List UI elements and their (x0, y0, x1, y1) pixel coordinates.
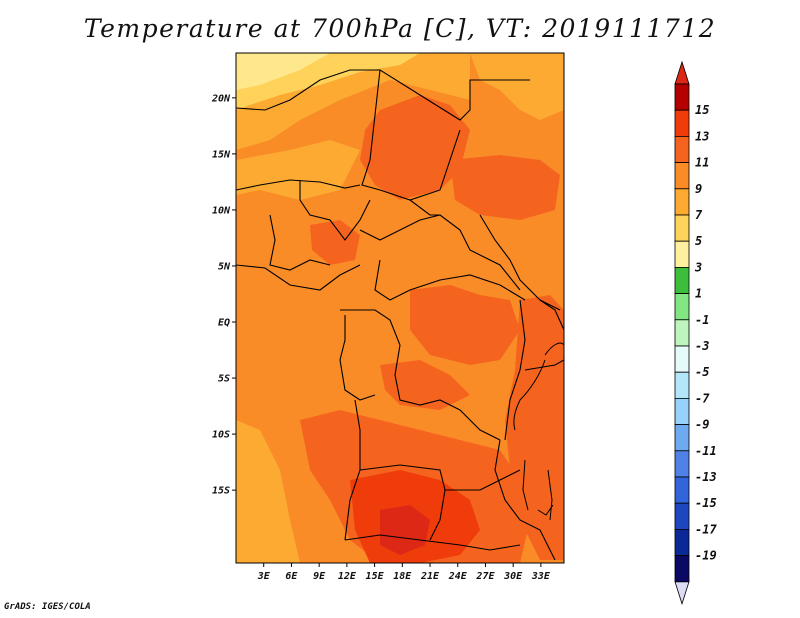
credit-text: GrADS: IGES/COLA (4, 602, 91, 612)
colorbar-label: 9 (695, 182, 702, 196)
colorbar-swatch (674, 502, 690, 530)
lakes (513, 342, 564, 521)
colorbar-swatch (674, 319, 690, 347)
x-axis: 3E 6E 9E 12E 15E 18E 21E 24E 27E 30E 33E (257, 563, 551, 582)
colorbar-label: 7 (695, 208, 703, 222)
colorbar-swatch (674, 424, 690, 452)
y-tick-label: EQ (218, 318, 230, 329)
colorbar-bottom-triangle (674, 581, 690, 606)
colorbar-swatch (674, 266, 690, 294)
temperature-field (236, 53, 564, 563)
chart-title: Temperature at 700hPa [C], VT: 201911171… (83, 14, 717, 43)
y-tick-label: 15S (212, 486, 230, 497)
colorbar-label: -1 (695, 313, 709, 327)
colorbar-swatch (674, 162, 690, 190)
y-tick-label: 20N (211, 93, 231, 104)
colorbar-swatch (674, 345, 690, 373)
colorbar-swatch (674, 476, 690, 504)
colorbar-label: -3 (695, 339, 709, 353)
y-tick-label: 10S (212, 430, 230, 441)
colorbar-label: -13 (695, 470, 717, 484)
colorbar-label: 1 (695, 287, 702, 301)
colorbar-swatch (674, 555, 690, 583)
colorbar-swatch (674, 240, 690, 268)
x-tick-label: 3E (257, 571, 271, 582)
y-tick-label: 5S (218, 374, 230, 385)
x-tick-label: 27E (475, 571, 495, 582)
colorbar-label: 3 (694, 260, 702, 274)
colorbar-label: -9 (695, 418, 709, 432)
colorbar-label: -15 (695, 496, 717, 510)
y-tick-label: 10N (212, 205, 231, 216)
colorbar-swatch (674, 293, 690, 321)
colorbar-label: -19 (695, 549, 717, 563)
x-tick-label: 18E (393, 571, 412, 582)
map-frame (235, 52, 565, 564)
colorbar-swatch (674, 135, 690, 163)
colorbar-label: 15 (695, 103, 709, 117)
x-tick-label: 24E (448, 571, 468, 582)
colorbar-label: 13 (695, 129, 709, 143)
y-tick-label: 15N (212, 149, 231, 160)
colorbar-label: -11 (695, 444, 717, 458)
x-tick-label: 30E (503, 571, 523, 582)
colorbar-swatch (674, 83, 690, 111)
colorbar-label: -5 (695, 365, 709, 379)
colorbar-swatch (674, 188, 690, 216)
colorbar-label: 5 (695, 234, 702, 248)
colorbar-swatch (674, 371, 690, 399)
colorbar: 15 13 11 9 7 5 3 1 -1 -3 -5 -7 -9 -11 -13 -15 -17 -19 (674, 60, 717, 606)
colorbar-swatch (674, 397, 690, 425)
x-tick-label: 33E (531, 571, 551, 582)
colorbar-top-triangle (674, 60, 690, 85)
colorbar-swatch (674, 214, 690, 242)
colorbar-label: -7 (695, 391, 710, 405)
x-tick-label: 21E (420, 571, 440, 582)
x-tick-label: 9E (313, 571, 326, 582)
colorbar-label: 11 (695, 156, 709, 170)
colorbar-swatch (674, 109, 690, 137)
country-borders (236, 69, 564, 561)
colorbar-swatch (674, 529, 690, 557)
colorbar-label: -17 (695, 522, 717, 536)
y-axis: 20N 15N 10N 5N EQ 5S 10S 15S (211, 93, 236, 497)
x-tick-label: 15E (366, 571, 385, 582)
x-tick-label: 6E (285, 571, 298, 582)
x-tick-label: 12E (338, 571, 357, 582)
colorbar-swatch (674, 450, 690, 478)
y-tick-label: 5N (218, 261, 231, 272)
